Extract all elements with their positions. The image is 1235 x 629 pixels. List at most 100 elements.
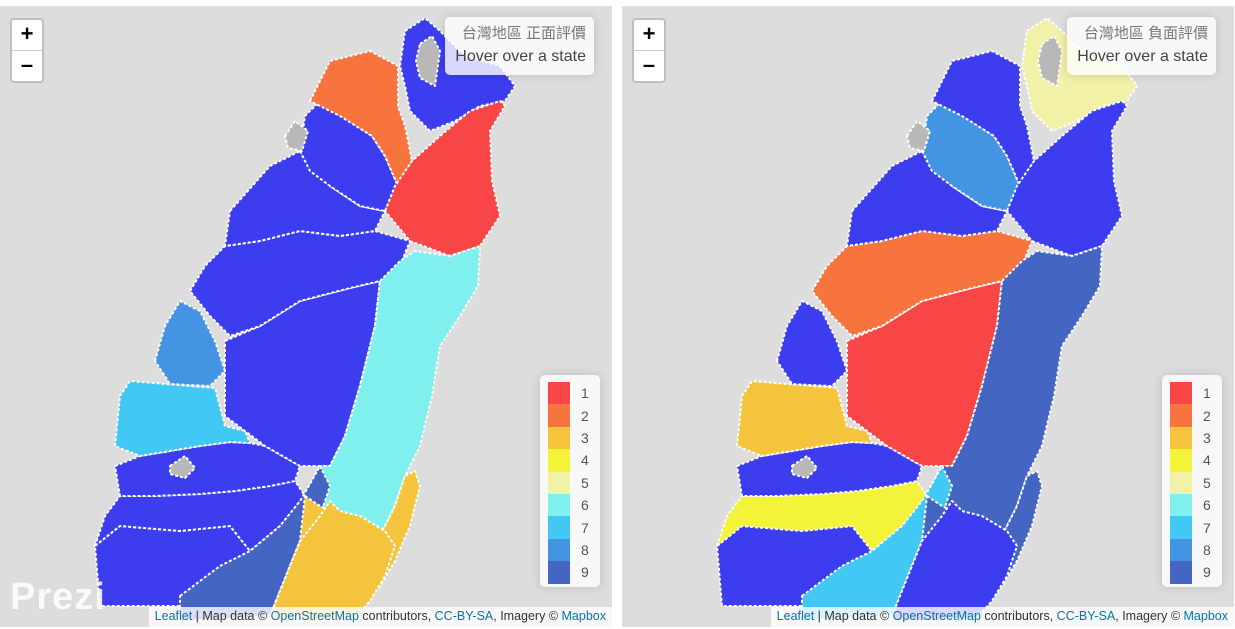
legend-item: 4 (1170, 449, 1214, 472)
mapbox-link[interactable]: Mapbox (1183, 609, 1228, 623)
leaflet-link[interactable]: Leaflet (154, 609, 193, 623)
attribution-text-3: , Imagery © (1115, 609, 1184, 623)
legend-swatch (548, 449, 570, 472)
region-hsinchu-city[interactable] (284, 120, 309, 152)
legend-swatch (548, 404, 570, 427)
license-link[interactable]: CC-BY-SA (434, 609, 494, 623)
legend-label: 3 (581, 429, 589, 446)
legend-label: 4 (581, 452, 589, 469)
region-keelung[interactable] (415, 35, 441, 87)
legend-item: 2 (1170, 404, 1214, 427)
legend-item: 8 (1170, 538, 1214, 562)
hover-hint: Hover over a state (455, 48, 586, 65)
legend-item: 9 (548, 561, 592, 584)
legend-item: 1 (1170, 382, 1214, 405)
map-panel-negative[interactable]: + – 台灣地區 負面評價 Hover over a state 1 2 3 4 5 6 7… (622, 6, 1234, 627)
attribution-text-1: | Map data © (192, 609, 271, 623)
legend-label: 2 (1203, 407, 1211, 424)
legend-label: 9 (581, 564, 589, 581)
legend-item: 3 (1170, 426, 1214, 450)
region-yunlin[interactable] (736, 380, 873, 457)
region-changhua[interactable] (776, 300, 848, 387)
legend-item: 8 (548, 538, 592, 562)
region-hsinchu-county[interactable] (299, 100, 399, 212)
region-hsinchu-county[interactable] (921, 100, 1021, 212)
legend-label: 8 (1203, 541, 1211, 558)
region-taoyuan[interactable] (931, 50, 1035, 187)
legend-label: 6 (581, 497, 589, 514)
legend-item: 6 (548, 493, 592, 517)
legend-swatch (1170, 538, 1192, 562)
legend-item: 1 (548, 382, 592, 405)
zoom-in-button[interactable]: + (12, 20, 42, 51)
license-link[interactable]: CC-BY-SA (1056, 609, 1116, 623)
legend-label: 2 (581, 407, 589, 424)
legend: 1 2 3 4 5 6 7 8 9 (1162, 375, 1222, 587)
map-title: 台灣地區 正面評價 (461, 25, 586, 42)
leaflet-link[interactable]: Leaflet (776, 609, 815, 623)
zoom-out-button[interactable]: – (642, 52, 656, 77)
attribution-text-2: contributors, (980, 609, 1057, 623)
attribution-text-2: contributors, (358, 609, 435, 623)
taiwan-map[interactable] (622, 6, 1234, 627)
legend-swatch (548, 426, 570, 450)
legend-label: 4 (1203, 452, 1211, 469)
map-attribution: Leaflet | Map data © OpenStreetMap contr… (148, 607, 612, 627)
legend-label: 5 (581, 474, 589, 491)
legend-swatch (1170, 471, 1192, 494)
attribution-text-3: , Imagery © (493, 609, 562, 623)
legend-swatch (1170, 493, 1192, 517)
region-hualien[interactable] (309, 245, 481, 557)
region-miaoli[interactable] (846, 150, 1008, 247)
zoom-in-button[interactable]: + (634, 20, 664, 51)
region-changhua[interactable] (154, 300, 226, 387)
legend-swatch (548, 516, 570, 539)
info-box: 台灣地區 負面評價 Hover over a state (1067, 17, 1216, 75)
osm-link[interactable]: OpenStreetMap (892, 609, 981, 623)
legend-label: 3 (1203, 429, 1211, 446)
legend-swatch (548, 493, 570, 517)
zoom-out-button[interactable]: – (20, 52, 34, 77)
legend-swatch (1170, 561, 1192, 584)
region-taoyuan[interactable] (309, 50, 413, 187)
zoom-control: + – (632, 18, 666, 83)
legend-label: 1 (581, 385, 589, 402)
zoom-control: + – (10, 18, 44, 83)
osm-link[interactable]: OpenStreetMap (270, 609, 359, 623)
legend-swatch (1170, 404, 1192, 427)
region-hualien[interactable] (931, 245, 1103, 557)
legend-item: 9 (1170, 561, 1214, 584)
map-panel-positive[interactable]: + – 台灣地區 正面評價 Hover over a state 1 2 3 4 5 6 7… (0, 6, 612, 627)
legend-label: 6 (1203, 497, 1211, 514)
legend-item: 3 (548, 426, 592, 450)
region-pingtung[interactable] (891, 500, 1018, 622)
region-chiayi-city[interactable] (169, 455, 196, 479)
legend-swatch (548, 538, 570, 562)
legend-item: 7 (1170, 516, 1214, 539)
region-hsinchu-city[interactable] (906, 120, 931, 152)
region-keelung[interactable] (1037, 35, 1063, 87)
info-box: 台灣地區 正面評價 Hover over a state (445, 17, 594, 75)
taiwan-map[interactable] (0, 6, 612, 627)
legend: 1 2 3 4 5 6 7 8 9 (540, 375, 600, 587)
legend-item: 2 (548, 404, 592, 427)
region-yilan[interactable] (1006, 100, 1128, 257)
legend-item: 5 (548, 471, 592, 494)
legend-label: 7 (1203, 519, 1211, 536)
region-chiayi-city[interactable] (791, 455, 818, 479)
region-yunlin[interactable] (114, 380, 251, 457)
legend-swatch (1170, 426, 1192, 450)
legend-label: 7 (581, 519, 589, 536)
region-pingtung[interactable] (269, 500, 396, 622)
legend-item: 5 (1170, 471, 1214, 494)
legend-swatch (548, 382, 570, 405)
region-yilan[interactable] (384, 100, 506, 257)
mapbox-link[interactable]: Mapbox (561, 609, 606, 623)
legend-swatch (1170, 516, 1192, 539)
legend-label: 8 (581, 541, 589, 558)
hover-hint: Hover over a state (1077, 48, 1208, 65)
legend-swatch (1170, 382, 1192, 405)
legend-item: 7 (548, 516, 592, 539)
map-title: 台灣地區 負面評價 (1083, 25, 1208, 42)
region-miaoli[interactable] (224, 150, 386, 247)
